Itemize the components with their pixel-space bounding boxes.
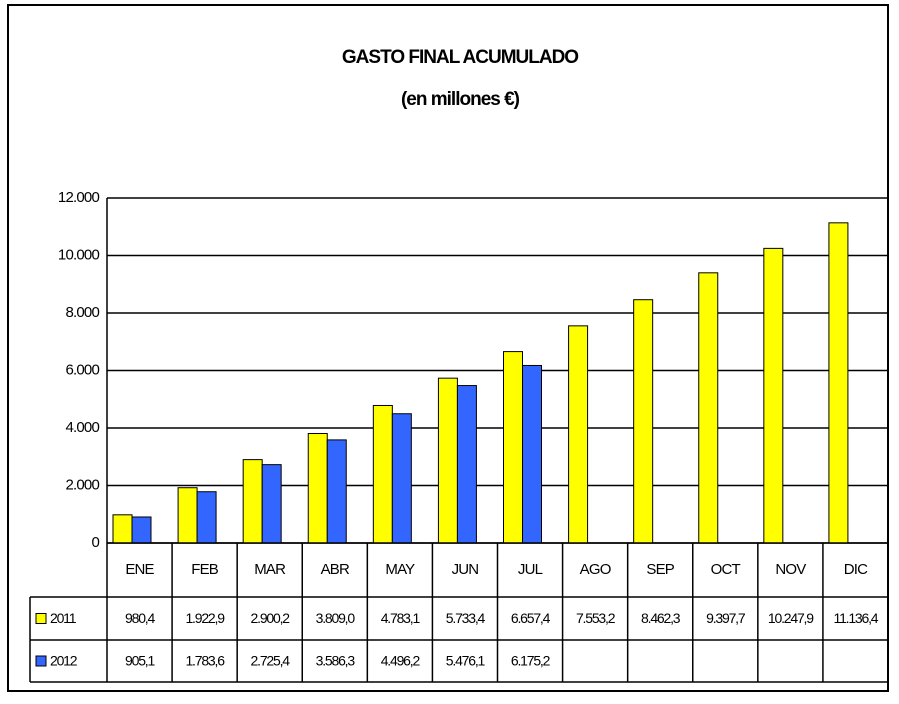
table-cell: 5.733,4 <box>446 610 486 626</box>
x-tick-label: NOV <box>775 561 806 578</box>
table-cell: 11.136,4 <box>834 610 879 626</box>
bar <box>196 491 217 544</box>
bar <box>522 364 542 544</box>
x-tick-label: SEP <box>646 561 674 578</box>
legend-swatch <box>35 613 47 624</box>
x-tick-label: OCT <box>711 561 741 578</box>
y-tick-label: 4.000 <box>65 419 99 436</box>
legend-label: 2012 <box>50 653 78 669</box>
table-cell: 2.900,2 <box>251 610 291 626</box>
table-cell: 980,4 <box>125 610 155 626</box>
y-tick-label: 0 <box>91 534 99 551</box>
table-cell: 6.657,4 <box>511 610 551 626</box>
legend-label: 2011 <box>50 610 77 626</box>
bar <box>112 514 133 544</box>
bar <box>437 377 458 544</box>
table-cell: 10.247,9 <box>768 610 814 626</box>
bar <box>568 325 589 544</box>
x-tick-label: DIC <box>844 561 868 578</box>
bar <box>828 222 849 544</box>
legend-swatch <box>35 655 47 667</box>
x-tick-label: MAY <box>385 561 415 578</box>
bar <box>242 459 263 544</box>
bar <box>633 299 654 544</box>
table-cell: 4.496,2 <box>381 653 421 669</box>
chart-subtitle: (en millones €) <box>401 89 520 110</box>
bar <box>456 385 477 544</box>
chart-title: GASTO FINAL ACUMULADO <box>342 47 578 68</box>
bar <box>372 404 393 544</box>
table-cell: 8.462,3 <box>641 610 681 626</box>
table-cell: 3.586,3 <box>316 653 356 669</box>
bar <box>307 432 328 544</box>
table-cell: 1.922,9 <box>185 610 225 626</box>
table-cell: 6.175,2 <box>511 653 551 669</box>
bar <box>131 516 152 544</box>
table-cell: 9.397,7 <box>706 610 746 626</box>
table-cell: 1.783,6 <box>185 653 225 669</box>
bar <box>763 247 784 544</box>
x-tick-label: MAR <box>254 561 286 578</box>
table-cell: 3.809,0 <box>316 610 356 626</box>
x-tick-label: JUN <box>452 561 479 578</box>
y-tick-label: 10.000 <box>58 246 100 263</box>
table-cell: 7.553,2 <box>576 610 616 626</box>
bar <box>391 413 412 544</box>
bar <box>326 439 347 544</box>
x-tick-label: AGO <box>580 561 611 578</box>
x-tick-label: FEB <box>191 561 219 578</box>
y-tick-label: 2.000 <box>65 476 99 493</box>
table-cell: 2.725,4 <box>251 653 291 669</box>
table-cell: 5.476,1 <box>446 653 486 669</box>
table-cell: 4.783,1 <box>381 610 421 626</box>
y-tick-label: 6.000 <box>65 361 99 378</box>
bar <box>261 464 282 544</box>
bar <box>698 272 719 544</box>
chart-frame <box>7 4 889 692</box>
bar <box>177 487 198 544</box>
table-cell: 905,1 <box>125 653 155 669</box>
bar <box>503 351 523 544</box>
x-tick-label: ENE <box>125 561 154 578</box>
x-tick-label: ABR <box>321 561 350 578</box>
y-tick-label: 12.000 <box>58 189 100 206</box>
x-tick-label: JUL <box>518 561 543 578</box>
y-tick-label: 8.000 <box>65 304 99 321</box>
